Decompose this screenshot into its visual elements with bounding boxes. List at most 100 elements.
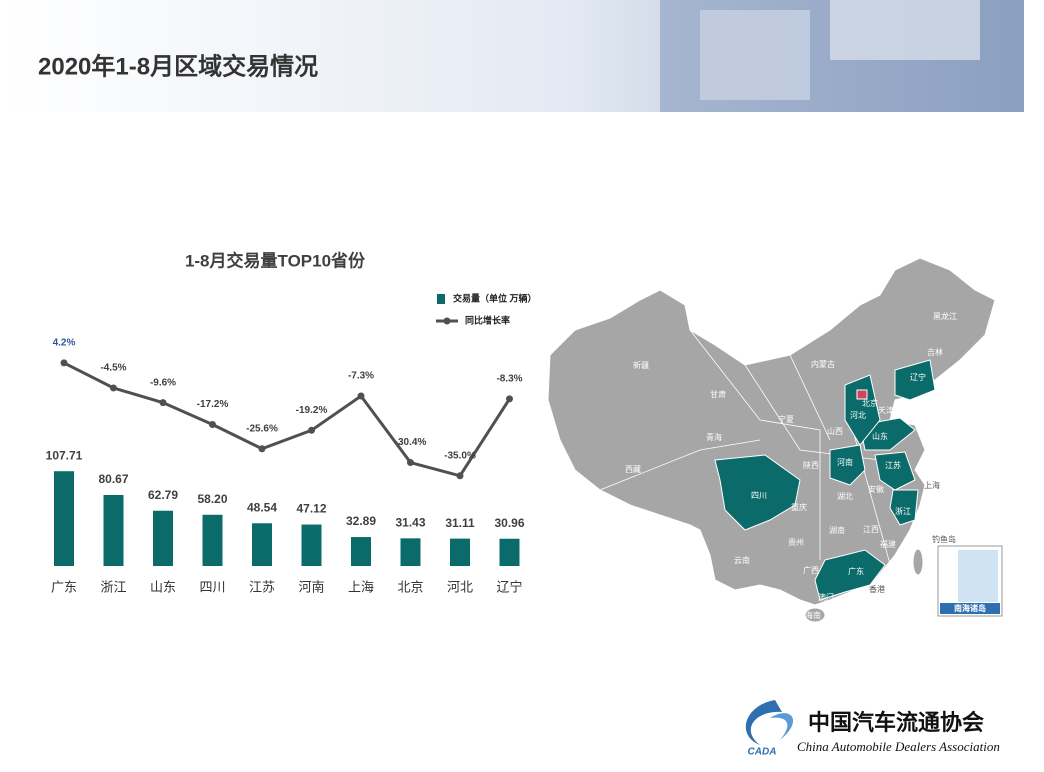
bar-value-label: 48.54: [247, 500, 277, 514]
map-highlight: [814, 549, 886, 601]
x-tick-label: 浙江: [100, 579, 126, 594]
map-label: 安徽: [868, 484, 884, 494]
line-value-label: -17.2%: [197, 399, 229, 410]
x-tick-label: 山东: [150, 579, 176, 594]
legend-swatch: [437, 294, 445, 304]
map-label: 辽宁: [910, 372, 926, 382]
map-label: 广东: [848, 566, 864, 576]
x-tick-label: 河南: [298, 579, 324, 594]
map-label: 四川: [751, 491, 767, 500]
bar: [351, 537, 371, 566]
header-cube: [700, 10, 810, 100]
map-label: 福建: [880, 539, 896, 549]
map-label: 陕西: [803, 460, 819, 470]
line-value-label: -19.2%: [296, 405, 328, 416]
line-point: [60, 359, 68, 367]
map-label: 海南: [805, 610, 821, 620]
line-point: [159, 399, 167, 407]
org-name-en: China Automobile Dealers Association: [797, 739, 1000, 754]
bar: [499, 538, 520, 566]
legend-label: 交易量（单位 万辆）: [453, 292, 537, 303]
map-label: 山东: [872, 431, 888, 441]
map-label: 内蒙古: [811, 359, 835, 369]
line-point: [506, 395, 513, 403]
map-beijing: [856, 389, 868, 400]
bar: [450, 538, 470, 566]
map-inset-label-bg: [940, 603, 1000, 614]
map-label: 天津: [878, 405, 894, 415]
map-label: 澳门: [818, 592, 834, 602]
bar: [301, 524, 322, 566]
bar-value-label: 31.43: [395, 516, 425, 530]
map-label: 甘肃: [710, 389, 726, 399]
map-label: 钓鱼岛: [932, 534, 956, 544]
line: [63, 361, 511, 478]
map-label: 河北: [850, 410, 866, 420]
bar-value-label: 32.89: [346, 514, 376, 528]
line-point: [308, 426, 315, 434]
map: [547, 257, 1003, 623]
map-highlight: [894, 359, 936, 401]
bar-value-label: 30.96: [494, 516, 524, 530]
map-label: 江苏: [885, 460, 901, 470]
map-label: 河南: [837, 457, 853, 467]
map-label: 浙江: [895, 506, 911, 516]
header-cube: [830, 0, 980, 60]
footer-logo: CADA 中国汽车流通协会 China Automobile Dealers A…: [745, 700, 1000, 758]
bar: [54, 471, 74, 566]
page-title: 2020年1-8月区域交易情况: [38, 52, 318, 80]
map-label: 云南: [734, 555, 750, 565]
x-tick-label: 辽宁: [496, 579, 522, 594]
logo-swirl: [770, 713, 794, 740]
map-label: 宁夏: [778, 414, 794, 424]
map-label: 新疆: [633, 360, 649, 370]
map-label: 北京: [862, 398, 878, 408]
map-island: [912, 548, 924, 576]
logo-text: CADA: [748, 747, 777, 758]
x-tick-label: 四川: [199, 579, 225, 594]
map-label: 上海: [924, 480, 940, 490]
line-value-label: -7.3%: [348, 371, 374, 382]
map-label: 湖南: [829, 525, 845, 535]
line-value-label: -9.6%: [150, 377, 176, 388]
bar-value-label: 62.79: [148, 488, 178, 502]
line-point: [407, 459, 414, 467]
logo-swirl: [745, 700, 782, 745]
map-borders: [599, 329, 901, 601]
map-labels: 新疆 西藏 青海 甘肃 内蒙古 黑龙江 吉林 辽宁 北京 天津 河北 山西 山东…: [625, 311, 986, 620]
bar-value-label: 58.20: [197, 492, 227, 506]
map-inset-sea: [958, 550, 998, 602]
line-point: [209, 421, 216, 429]
org-name: 中国汽车流通协会: [808, 710, 984, 736]
bar: [202, 514, 223, 566]
line-value-label: -25.6%: [246, 423, 278, 434]
bar-value-label: 47.12: [296, 502, 326, 516]
map-label: 西藏: [625, 464, 641, 474]
map-label: 香港: [869, 584, 885, 594]
map-label: 湖北: [837, 492, 853, 501]
x-tick-label: 江苏: [249, 579, 275, 594]
map-label: 吉林: [927, 347, 943, 357]
line-point: [357, 392, 365, 400]
legend-swatch: [443, 317, 451, 325]
bar-value-label: 31.11: [445, 516, 475, 530]
bar: [103, 495, 124, 566]
map-highlight: [889, 489, 919, 526]
map-highlight: [829, 444, 866, 486]
bar: [153, 510, 173, 566]
bar-value-label: 107.71: [46, 448, 83, 462]
map-label: 山西: [827, 426, 843, 436]
line-value-label: -4.5%: [100, 363, 126, 374]
bar: [400, 538, 421, 566]
line-point: [258, 445, 266, 453]
line-value-label: -8.3%: [496, 374, 522, 385]
line-point: [456, 472, 464, 480]
bar: [252, 523, 272, 566]
map-label: 青海: [706, 432, 722, 442]
line-value-label: -35.0%: [444, 450, 476, 461]
line-point: [110, 384, 117, 392]
x-tick-label: 北京: [397, 579, 423, 594]
line-value-label: -30.4%: [395, 437, 427, 448]
